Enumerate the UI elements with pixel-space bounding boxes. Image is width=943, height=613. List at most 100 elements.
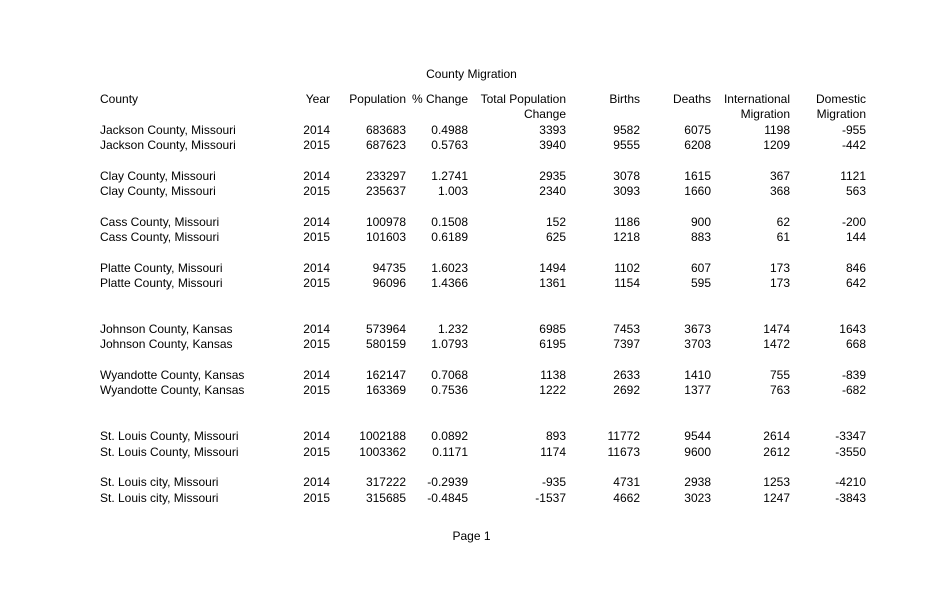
cell-total_pop_change: -1537 [535,490,566,505]
cell-deaths: 3673 [684,321,711,336]
cell-population: 233297 [365,168,406,183]
cell-pct_change: 1.6023 [431,260,468,275]
cell-county: Platte County, Missouri [100,275,223,290]
cell-deaths: 900 [690,214,711,229]
cell-total_pop_change: 1494 [539,260,566,275]
cell-population: 317222 [365,475,406,490]
cell-population: 687623 [365,137,406,152]
cell-year: 2014 [303,321,330,336]
spacer-row [100,353,866,368]
cell-pct_change: 1.2741 [431,168,468,183]
cell-intl_migration: 1472 [763,337,790,352]
cell-year: Year [305,92,330,106]
cell-domestic_migration: 563 [845,183,866,198]
cell-year: 2015 [303,337,330,352]
cell-population: 96096 [372,275,406,290]
cell-deaths: 883 [690,229,711,244]
cell-intl_migration: 62 [776,214,790,229]
cell-pct_change: 0.4988 [431,122,468,137]
cell-pct_change: 0.7536 [431,383,468,398]
cell-county: St. Louis County, Missouri [100,429,239,444]
data-row: Johnson County, Kansas 2014 573964 1.232 698… [100,322,866,337]
spacer-row [100,399,866,414]
cell-domestic_migration: 846 [845,260,866,275]
cell-pct_change [406,107,468,122]
cell-domestic_migration: Domestic [815,92,866,106]
cell-domestic_migration: -955 [841,122,866,137]
data-row: Jackson County, Missouri 2015 687623 0.5763… [100,138,866,153]
cell-domestic_migration: Migration [816,107,866,122]
cell-intl_migration: 2614 [763,429,790,444]
cell-year [300,107,330,122]
cell-population: 580159 [365,337,406,352]
cell-domestic_migration: -3550 [835,444,866,459]
cell-intl_migration: 368 [769,183,790,198]
data-row: St. Louis city, Missouri 2014 317222 -0.293… [100,475,866,490]
cell-births: 3093 [613,183,640,198]
cell-total_pop_change: 1174 [540,444,566,459]
cell-county: Cass County, Missouri [100,229,220,244]
cell-deaths: 6075 [684,122,711,137]
cell-pct_change: -0.4845 [427,490,468,505]
cell-county: St. Louis city, Missouri [100,475,219,490]
spacer-row [100,307,866,322]
data-row: Jackson County, Missouri 2014 683683 0.4988… [100,123,866,138]
cell-year: 2015 [303,183,330,198]
cell-domestic_migration: -4210 [835,475,866,490]
cell-population: 235637 [365,183,406,198]
cell-intl_migration: 173 [769,275,790,290]
cell-population: 162147 [365,367,406,382]
cell-total_pop_change: Total Population [480,92,566,106]
cell-births: 4731 [613,475,640,490]
cell-total_pop_change: 2935 [539,168,566,183]
page-number: Page 1 [452,529,491,543]
cell-domestic_migration: 144 [845,229,866,244]
cell-intl_migration: 61 [776,229,790,244]
data-row: St. Louis city, Missouri 2015 315685 -0.484… [100,491,866,506]
cell-year: 2014 [303,214,330,229]
cell-intl_migration: International [723,92,790,106]
cell-pct_change: 1.4366 [431,275,468,290]
cell-deaths: 1660 [684,183,711,198]
cell-county: County [100,92,139,106]
cell-births: 11772 [607,429,640,444]
cell-deaths: 9544 [684,429,711,444]
cell-births: 9582 [613,122,640,137]
cell-population: 683683 [365,122,406,137]
cell-domestic_migration: -200 [841,214,866,229]
cell-births [566,107,640,122]
data-row: Cass County, Missouri 2015 101603 0.6189 625… [100,230,866,245]
cell-domestic_migration: -3843 [835,490,866,505]
cell-county: Wyandotte County, Kansas [100,383,245,398]
cell-pct_change: 1.003 [437,183,468,198]
cell-deaths: 3703 [684,337,711,352]
cell-year: 2014 [303,475,330,490]
data-row: Wyandotte County, Kansas 2015 163369 0.7536… [100,383,866,398]
cell-year: 2015 [303,490,330,505]
cell-intl_migration: Migration [740,107,790,122]
cell-population: 163369 [365,383,406,398]
cell-births: 1218 [613,229,640,244]
cell-births: 1186 [614,214,640,229]
cell-domestic_migration: 642 [845,275,866,290]
cell-county: Johnson County, Kansas [100,321,233,336]
cell-intl_migration: 763 [769,383,790,398]
cell-county: Cass County, Missouri [100,214,220,229]
cell-deaths: 607 [690,260,711,275]
data-row: St. Louis County, Missouri 2014 1002188 0.0… [100,429,866,444]
cell-county: Clay County, Missouri [100,168,216,183]
cell-total_pop_change: 1138 [540,367,566,382]
data-row: St. Louis County, Missouri 2015 1003362 0.1… [100,445,866,460]
spacer-row [100,245,866,260]
cell-pct_change: 0.5763 [431,137,468,152]
cell-deaths: 6208 [684,137,711,152]
cell-births: 2633 [613,367,640,382]
cell-population [330,107,406,122]
cell-domestic_migration: -442 [841,137,866,152]
cell-year: 2014 [303,367,330,382]
cell-domestic_migration: -3347 [835,429,866,444]
cell-births: 7397 [613,337,640,352]
cell-county: Jackson County, Missouri [100,137,236,152]
data-row: Johnson County, Kansas 2015 580159 1.0793 61… [100,337,866,352]
cell-total_pop_change: 3940 [539,137,566,152]
